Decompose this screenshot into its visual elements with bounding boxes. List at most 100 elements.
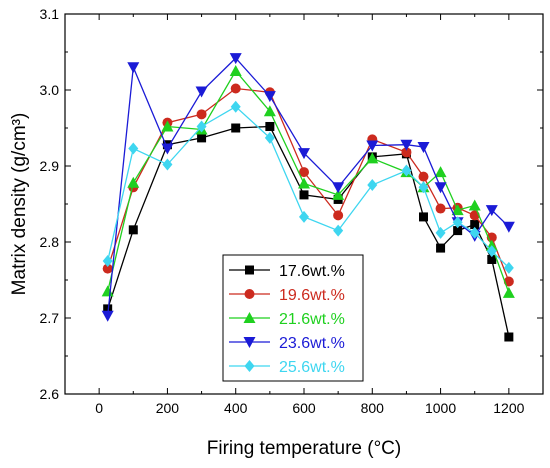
x-tick-label: 0 — [95, 400, 103, 416]
data-point — [299, 167, 309, 178]
data-point — [265, 121, 275, 131]
data-point — [161, 143, 174, 155]
data-point — [436, 243, 446, 253]
data-point — [230, 100, 241, 113]
data-point — [366, 152, 379, 164]
data-point — [332, 182, 345, 194]
data-point — [418, 171, 429, 182]
data-point — [503, 261, 514, 274]
data-point — [486, 245, 497, 258]
data-point — [470, 220, 480, 230]
legend-marker — [245, 265, 254, 275]
legend-item: 17.6wt.% — [229, 263, 345, 280]
x-tick-label: 1200 — [493, 400, 524, 416]
x-tick-label: 1000 — [425, 400, 456, 416]
series-line — [107, 57, 510, 316]
y-tick-label: 2.6 — [40, 386, 60, 402]
series-3 — [101, 65, 515, 298]
data-point — [101, 285, 114, 297]
data-point — [453, 226, 463, 236]
data-point — [333, 224, 344, 237]
data-point — [502, 286, 515, 298]
legend-marker — [244, 360, 255, 372]
legend-item: 19.6wt.% — [229, 287, 345, 304]
y-tick-label: 2.8 — [40, 234, 60, 250]
data-point — [101, 310, 114, 322]
data-point — [196, 120, 207, 133]
data-point — [401, 147, 412, 158]
y-tick-label: 3.0 — [40, 82, 60, 98]
data-point — [298, 177, 310, 189]
y-axis-title: Matrix density (g/cm³) — [9, 113, 30, 296]
data-point — [417, 142, 430, 153]
data-point — [366, 140, 379, 152]
y-tick-label: 2.7 — [40, 310, 60, 326]
data-point — [400, 139, 413, 151]
legend-item: 21.6wt.% — [229, 311, 345, 328]
data-point — [195, 86, 208, 98]
legend-label: 17.6wt.% — [279, 263, 345, 280]
data-point — [128, 142, 139, 155]
data-point — [196, 109, 207, 120]
data-point — [103, 304, 113, 314]
data-point — [485, 205, 498, 217]
data-point — [128, 225, 138, 235]
data-point — [418, 181, 429, 194]
data-point — [367, 179, 378, 191]
data-point — [127, 176, 140, 188]
y-tick-label: 2.9 — [40, 158, 60, 174]
data-point — [333, 210, 344, 221]
data-point — [197, 133, 207, 143]
data-point — [504, 332, 514, 342]
legend-label: 21.6wt.% — [279, 311, 345, 328]
data-point — [229, 53, 242, 65]
data-point — [231, 123, 241, 133]
data-point — [298, 148, 310, 160]
data-point — [401, 164, 412, 177]
data-point — [435, 226, 446, 239]
data-point — [332, 188, 345, 200]
data-point — [452, 216, 463, 229]
data-point — [102, 263, 113, 274]
data-point — [299, 190, 309, 200]
data-point — [435, 203, 446, 214]
series-line — [107, 105, 510, 269]
x-tick-label: 400 — [224, 400, 248, 416]
x-axis-title: Firing temperature (°C) — [207, 438, 401, 459]
legend-label: 23.6wt.% — [279, 335, 345, 352]
data-point — [127, 62, 140, 74]
series-layer — [101, 53, 515, 342]
data-point — [263, 105, 276, 117]
data-point — [263, 91, 276, 103]
series-line — [107, 69, 510, 294]
data-point — [102, 255, 113, 267]
data-point — [162, 158, 173, 171]
data-point — [230, 83, 241, 94]
data-point — [487, 254, 497, 264]
data-point — [419, 212, 428, 222]
legend-item: 23.6wt.% — [229, 335, 345, 352]
data-point — [229, 65, 242, 76]
data-point — [502, 221, 515, 233]
series-5 — [102, 100, 514, 274]
x-tick-label: 200 — [156, 400, 180, 416]
legend-label: 25.6wt.% — [279, 359, 345, 376]
data-point — [469, 226, 480, 239]
data-point — [434, 182, 447, 194]
legend-item: 25.6wt.% — [229, 359, 345, 376]
data-point — [299, 210, 309, 223]
x-tick-label: 800 — [361, 400, 385, 416]
data-point — [264, 131, 275, 144]
legend-marker — [243, 337, 256, 348]
legend-marker — [244, 289, 255, 299]
legend: 17.6wt.% 19.6wt.% 21.6wt.% 23.6wt.% 25.6wt.% — [222, 254, 364, 382]
x-tick-label: 600 — [292, 400, 316, 416]
data-point — [451, 204, 464, 216]
legend-marker — [243, 312, 256, 323]
data-point — [161, 120, 174, 132]
ticks-layer: 0 200 400 600 800 1000 1200 2.6 2.7 2.8 2.9 3.0 3.1 — [40, 6, 544, 416]
legend-label: 19.6wt.% — [279, 287, 345, 304]
y-tick-label: 3.1 — [40, 6, 60, 22]
data-point — [468, 199, 481, 211]
